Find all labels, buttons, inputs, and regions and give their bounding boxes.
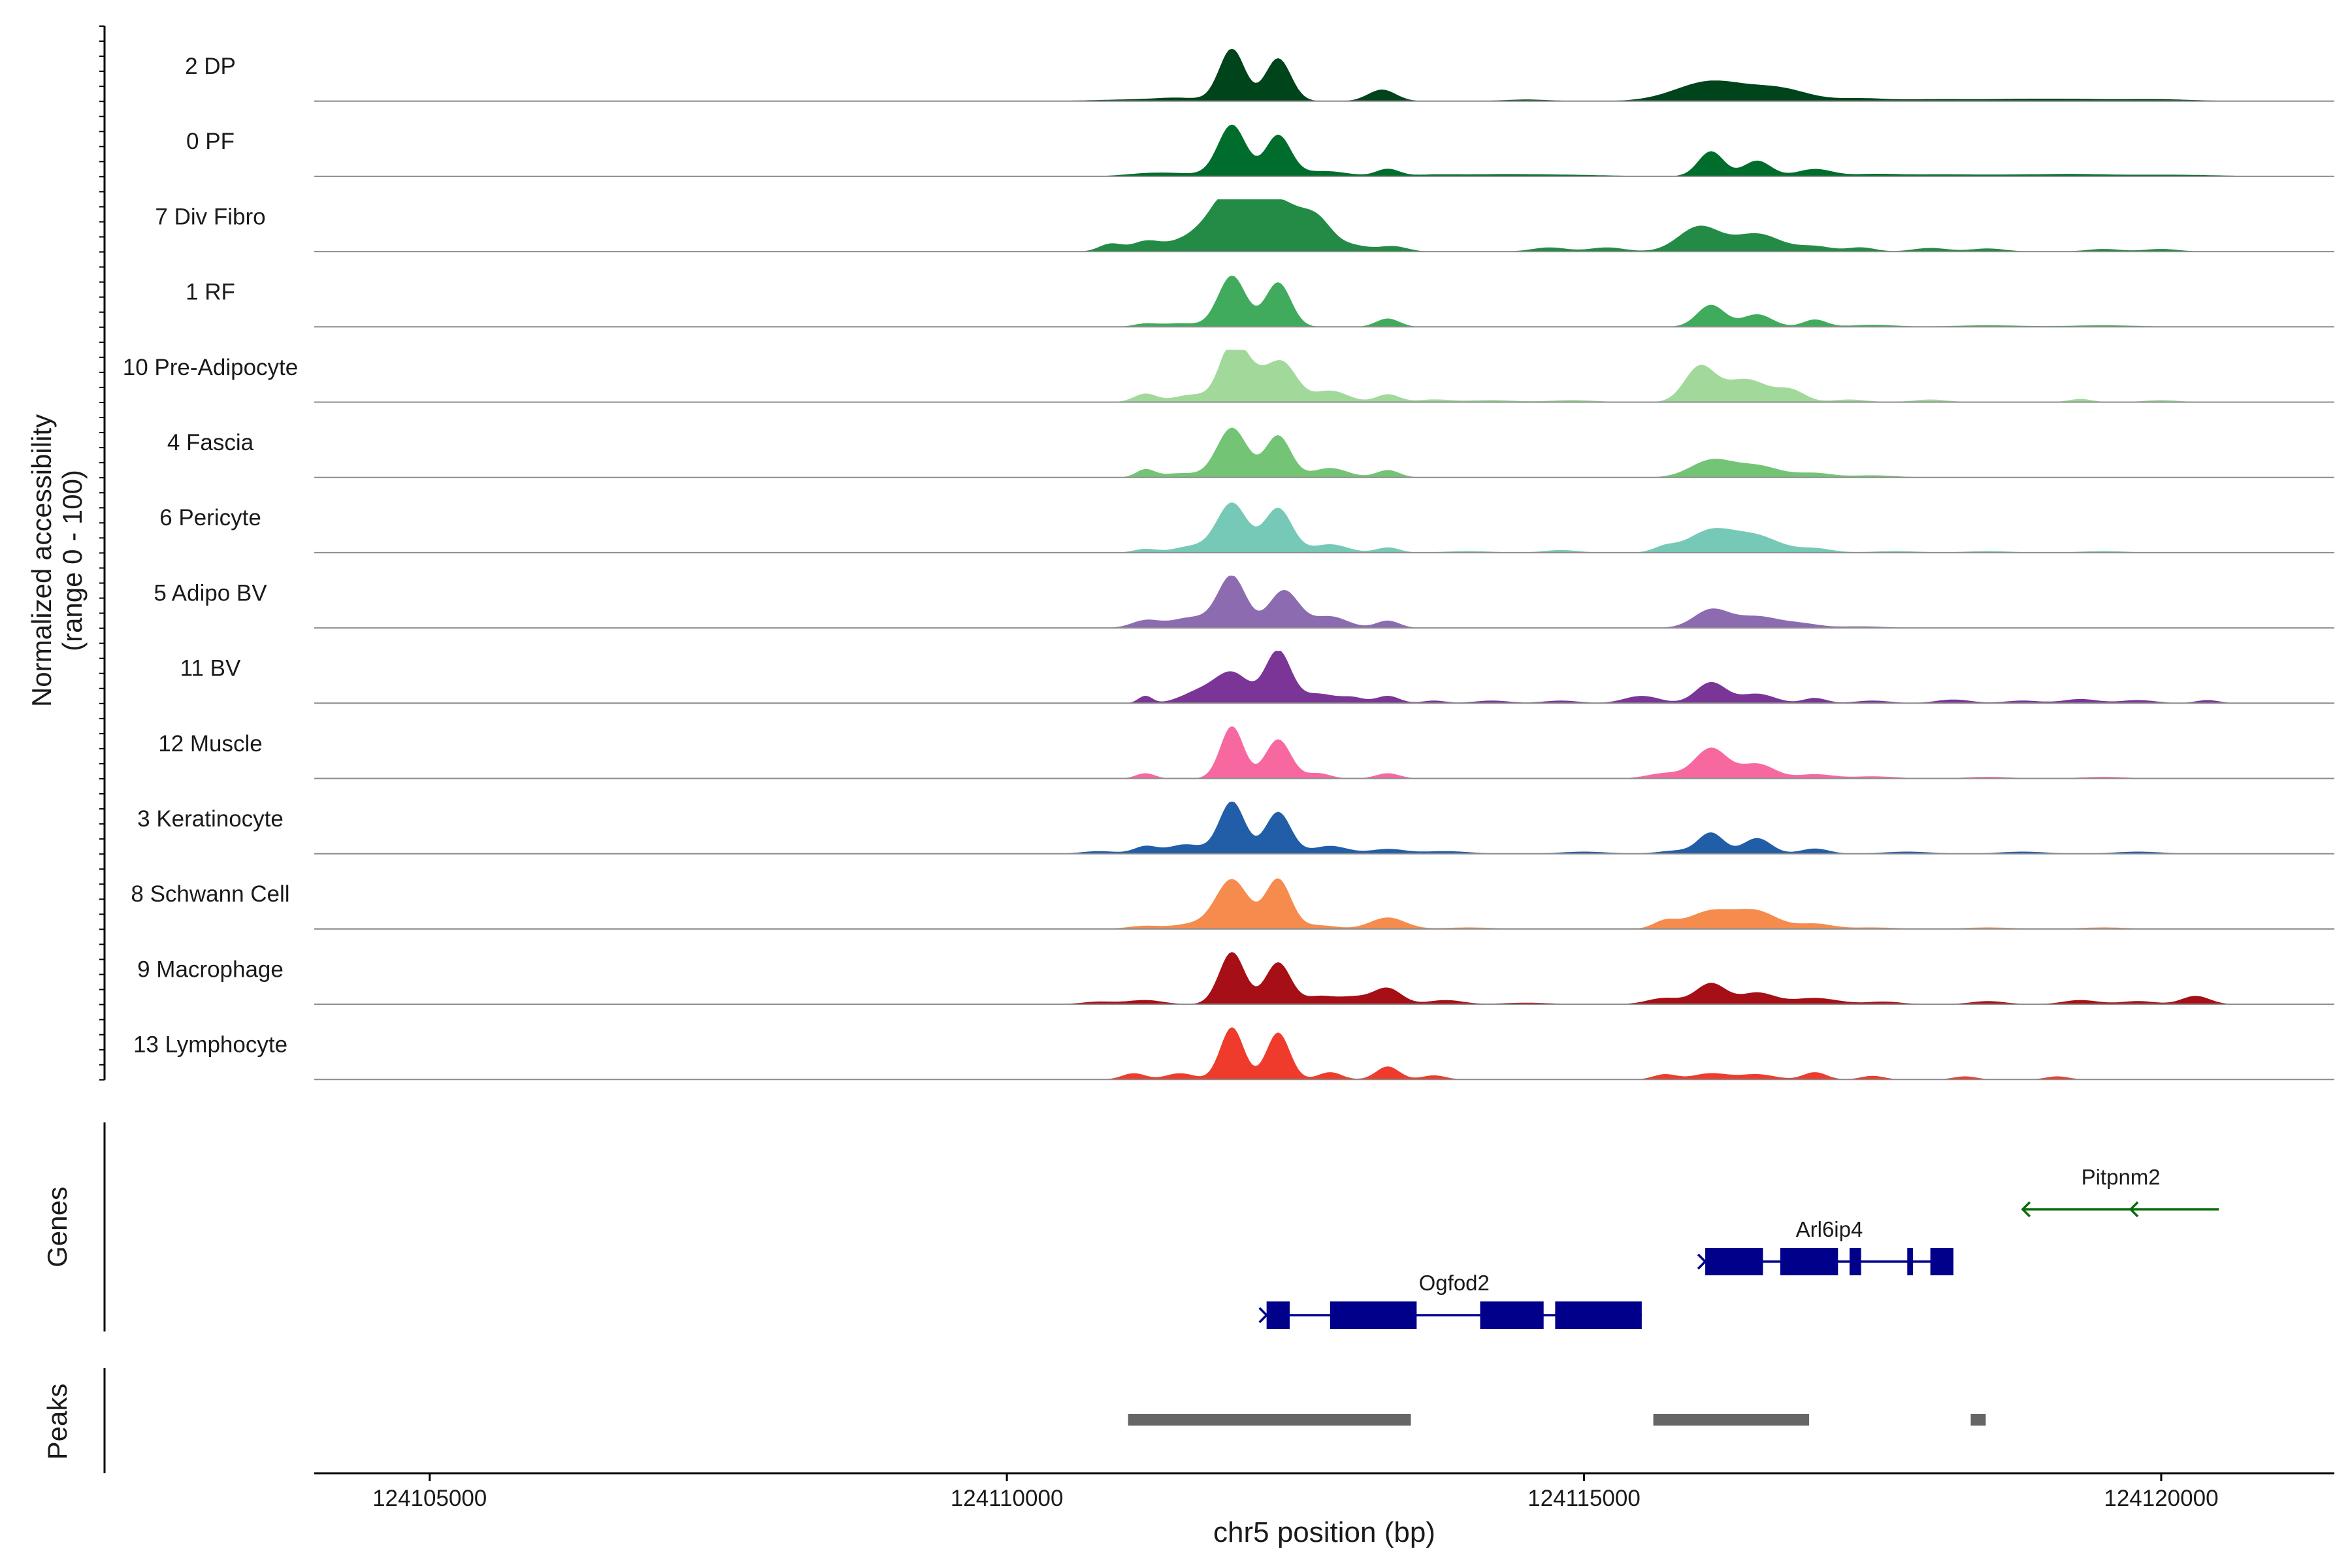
track: 3 Keratinocyte [137,801,2334,855]
track-coverage-area [314,199,2334,252]
x-tick-label: 124105000 [372,1486,487,1511]
track-label: 11 BV [180,656,241,681]
gene-exon [1780,1248,1838,1275]
track: 13 Lymphocyte [133,1027,2334,1081]
track-label: 3 Keratinocyte [137,806,284,832]
peak-regions-track [1128,1414,1986,1426]
track-label: 9 Macrophage [137,956,284,982]
accessibility-tracks: 2 DP 0 PF 7 Div Fibro 1 RF 10 Pre-Adipocyte 4… [123,48,2334,1081]
y-axis-label-line1: Normalized accessibility [26,414,57,707]
track-coverage-area [314,878,2334,929]
track: 0 PF [186,124,2334,177]
x-axis: 124105000 124110000 124115000 124120000 [314,1472,2334,1511]
peak-region-bar [1128,1414,1411,1426]
strand-arrow-icon [2021,1201,2031,1218]
strand-arrow-icon [2129,1201,2139,1218]
strand-arrow-icon [1258,1307,1269,1324]
gene-annotation-track: Ogfod2 Arl6ip4 Pitpnm2 [1258,1165,2219,1329]
x-axis-label: chr5 position (bp) [1213,1516,1435,1548]
track-label: 2 DP [185,54,236,79]
track-label: 7 Div Fibro [155,204,265,229]
peaks-panel-label: Peaks [42,1384,73,1460]
gene-label: Pitpnm2 [2082,1165,2161,1189]
gene-exon [1330,1301,1417,1329]
track-label: 4 Fascia [167,430,254,455]
track-label: 8 Schwann Cell [131,881,289,907]
left-axes [99,25,106,1473]
peak-region-bar [1653,1414,1810,1426]
track: 4 Fascia [167,427,2334,478]
gene-exon [1930,1248,1953,1275]
track-coverage-area [314,427,2334,478]
track-coverage-area [314,726,2334,779]
track-label: 10 Pre-Adipocyte [123,355,298,380]
track: 2 DP [185,48,2334,102]
track-label: 6 Pericyte [159,505,261,531]
track: 6 Pericyte [159,502,2334,553]
x-tick-label: 124110000 [951,1486,1064,1511]
track-label: 1 RF [186,280,235,305]
track-coverage-area [314,124,2334,176]
track-label: 0 PF [186,129,235,154]
gene-model: Ogfod2 [1258,1271,1642,1329]
gene-exon [1907,1248,1914,1275]
gene-label: Ogfod2 [1419,1271,1490,1295]
track: 5 Adipo BV [154,576,2334,629]
gene-model: Pitpnm2 [2021,1165,2219,1218]
track: 8 Schwann Cell [131,878,2334,930]
track-coverage-area [314,350,2334,402]
track-coverage-area [314,502,2334,553]
track: 10 Pre-Adipocyte [123,350,2334,403]
track: 11 BV [180,651,2334,704]
track-coverage-area [314,801,2334,854]
track-coverage-area [314,48,2334,101]
strand-arrow-icon [1697,1253,1707,1270]
track-coverage-area [314,576,2334,629]
genes-panel-label: Genes [42,1186,73,1267]
y-axis-label-line2: (range 0 - 100) [57,470,88,651]
track-coverage-area [314,1027,2334,1080]
gene-exon [1849,1248,1861,1275]
track: 1 RF [186,275,2334,328]
track: 9 Macrophage [137,952,2334,1005]
track-label: 13 Lymphocyte [133,1032,287,1058]
x-tick-label: 124115000 [1527,1486,1641,1511]
gene-exon [1705,1248,1763,1275]
gene-model: Arl6ip4 [1697,1217,1953,1275]
track-label: 5 Adipo BV [154,580,267,606]
track-coverage-area [314,952,2334,1005]
gene-exon [1266,1301,1290,1329]
track-coverage-area [314,651,2334,704]
x-tick-label: 124120000 [2104,1486,2218,1511]
gene-label: Arl6ip4 [1796,1217,1863,1241]
track: 7 Div Fibro [155,199,2334,253]
track: 12 Muscle [158,726,2334,779]
gene-exon [1480,1301,1544,1329]
track-label: 12 Muscle [158,731,263,757]
gene-exon [1555,1301,1642,1329]
track-coverage-area [314,275,2334,327]
peak-region-bar [1970,1414,1986,1426]
